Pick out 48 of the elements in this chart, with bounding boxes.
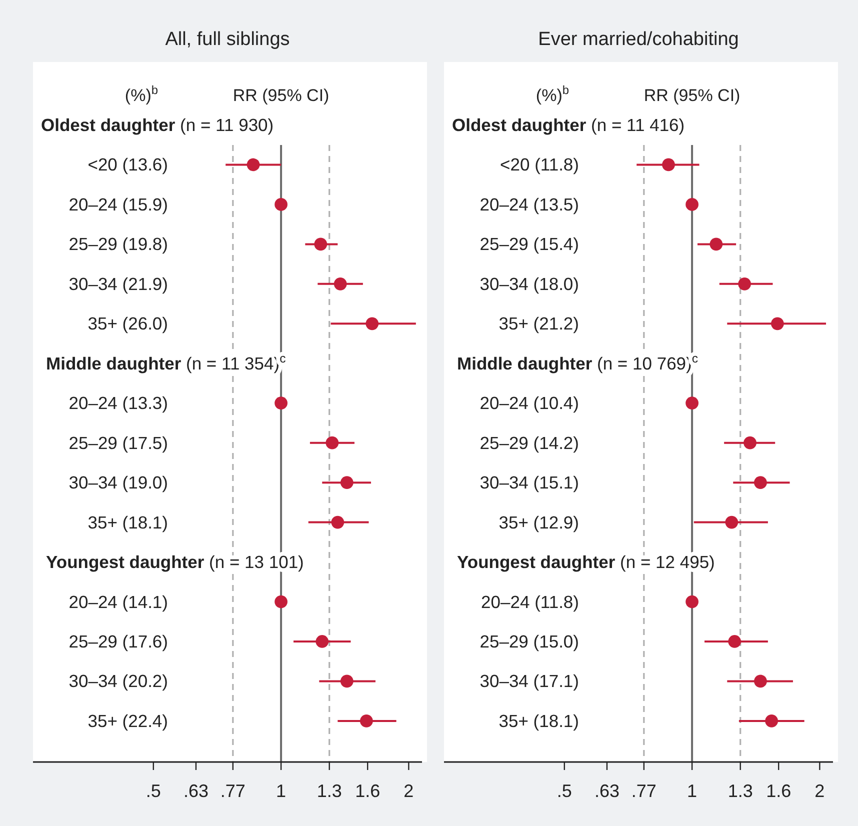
y-tick-label: <20 (11.8) [500, 154, 579, 175]
y-tick-label: 30–34 (20.2) [68, 671, 168, 692]
x-tick-label: .63 [183, 781, 208, 801]
y-tick-label: 35+ (18.1) [498, 710, 579, 731]
y-tick-label: 25–29 (17.5) [68, 432, 168, 453]
y-tick-label: 30–34 (17.1) [480, 671, 579, 692]
y-tick-label: 25–29 (17.6) [68, 631, 168, 652]
y-tick-label: 30–34 (19.0) [68, 472, 168, 493]
y-tick-label: <20 (13.6) [88, 154, 168, 175]
y-tick-label: 30–34 (18.0) [480, 274, 579, 294]
x-tick-label: .63 [594, 781, 620, 801]
y-tick-label: 20–24 (10.4) [480, 393, 579, 414]
chart-title: All, full siblings [165, 29, 290, 50]
x-tick-label: 1.6 [355, 781, 380, 801]
x-tick-label: 1 [276, 781, 286, 801]
x-tick-label: 2 [814, 781, 825, 801]
text: (%)$^{b}$ [536, 83, 570, 105]
y-tick-label: 25–29 (15.0) [480, 631, 579, 652]
y-tick-label: 35+ (18.1) [88, 512, 168, 532]
y-tick-label: 20–24 (14.1) [68, 592, 168, 612]
x-tick-label: .5 [146, 781, 161, 801]
y-tick-label: 25–29 (19.8) [68, 234, 168, 254]
y-tick-label: 20–24 (11.8) [481, 592, 579, 612]
y-tick-label: 20–24 (13.3) [68, 393, 168, 414]
y-tick-label: 30–34 (21.9) [68, 274, 168, 294]
y-tick-label: 35+ (21.2) [498, 314, 579, 334]
y-tick-label: 35+ (26.0) [88, 314, 168, 334]
y-tick-label: 25–29 (14.2) [480, 432, 579, 453]
y-tick-label: 35+ (12.9) [498, 512, 579, 532]
x-tick-label: .77 [220, 781, 246, 801]
x-tick-label: .5 [556, 781, 572, 801]
x-tick-label: 1 [687, 781, 698, 801]
y-tick-label: 25–29 (15.4) [480, 234, 579, 254]
y-tick-label: 30–34 (15.1) [480, 472, 579, 493]
y-tick-label: 20–24 (15.9) [68, 194, 168, 214]
y-tick-label: 20–24 (13.5) [480, 194, 579, 214]
text: RR (95% CI) [232, 86, 330, 105]
chart-title: Ever married/cohabiting [538, 29, 739, 50]
text: (%)$^{b}$ [124, 83, 158, 105]
x-tick-label: 1.3 [728, 781, 753, 801]
y-tick-label: Oldest daughter (n = 11 930) [41, 115, 274, 135]
x-tick-label: 1.3 [316, 781, 342, 801]
y-tick-label: 35+ (22.4) [88, 710, 168, 731]
x-tick-label: .77 [631, 781, 656, 801]
x-tick-label: 2 [404, 781, 414, 801]
x-tick-label: 1.6 [766, 781, 792, 801]
y-tick-label: Oldest daughter (n = 11 416) [452, 115, 685, 135]
text: RR (95% CI) [644, 86, 740, 105]
